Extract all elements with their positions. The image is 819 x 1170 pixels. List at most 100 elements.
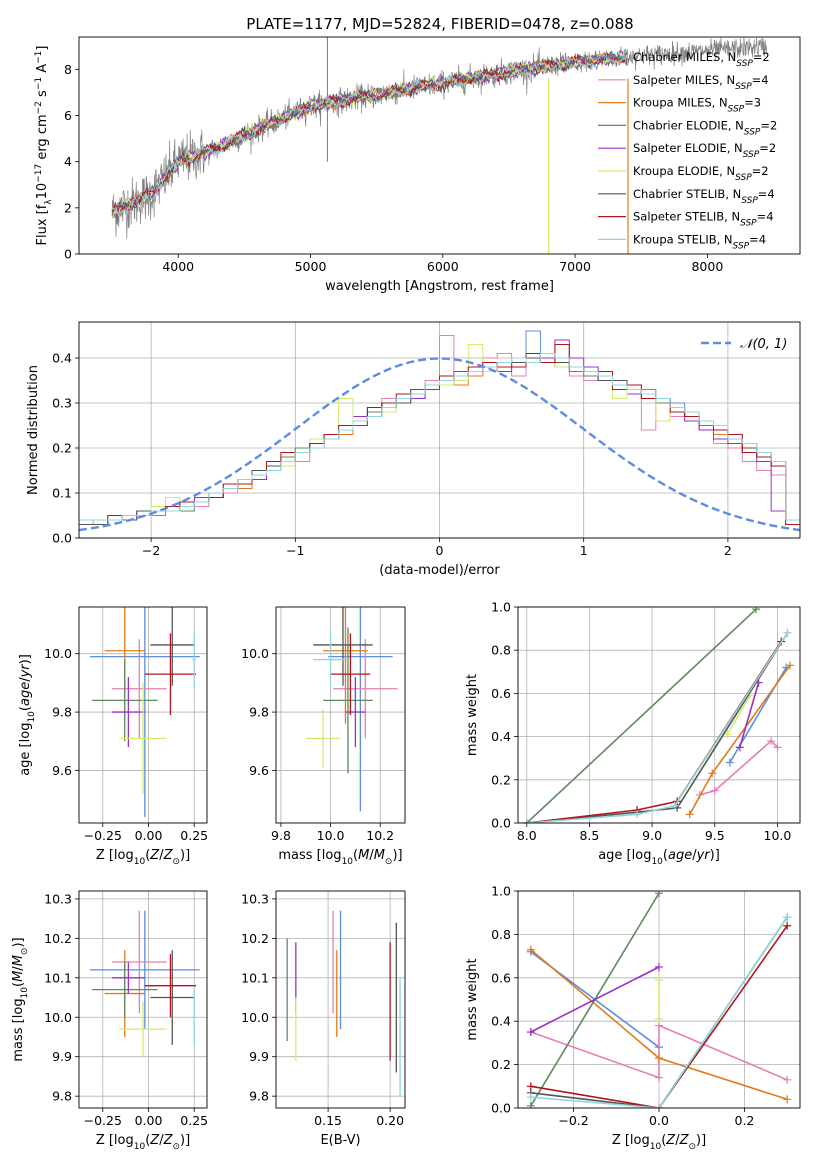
y-tick-label: 0.2 bbox=[491, 772, 511, 787]
y-tick-label: 4 bbox=[64, 154, 72, 169]
legend-label: 𝒩(0, 1) bbox=[740, 337, 787, 352]
y-tick-label: 10.0 bbox=[44, 1010, 72, 1025]
y-tick-label: 9.6 bbox=[249, 763, 269, 778]
y-tick-label: 10.1 bbox=[44, 970, 72, 985]
y-axis-label: Normed distribution bbox=[26, 365, 41, 495]
y-tick-label: 10.3 bbox=[44, 891, 72, 906]
y-tick-label: 9.9 bbox=[249, 1049, 269, 1064]
errorbar-salpeter-elodie bbox=[111, 962, 145, 994]
y-tick-label: 0.1 bbox=[52, 486, 72, 501]
y-tick-label: 0.0 bbox=[52, 531, 72, 546]
axes-frame bbox=[78, 36, 801, 255]
y-tick-label: 0.4 bbox=[491, 1014, 511, 1029]
x-tick-label: −2 bbox=[142, 543, 160, 558]
y-tick-label: 9.6 bbox=[52, 763, 72, 778]
series-marker bbox=[708, 769, 717, 778]
errorbar-kroupa-stelib bbox=[192, 989, 197, 1045]
panel-spectrum: 4000 5000 6000 7000 8000 0 2 4 6 8 wavelength [Ang… bbox=[34, 36, 801, 294]
errorbar-chabrier-elodie bbox=[323, 627, 373, 774]
errorbar-salpeter-elodie bbox=[345, 677, 366, 748]
panel-age-vs-mass: 9.8 10.0 10.2 9.6 9.8 10.0 mass [log10(M/M⊙)] bbox=[241, 606, 406, 867]
y-axis-label: mass weight bbox=[465, 674, 480, 756]
axes-frame bbox=[78, 606, 208, 824]
legend-label: Chabrier MILES, NSSP=2 bbox=[633, 50, 770, 69]
series-line bbox=[699, 739, 778, 796]
legend-label: Salpeter STELIB, NSSP=4 bbox=[633, 210, 774, 229]
x-axis-label: mass [log10(M/M⊙)] bbox=[278, 848, 402, 867]
errorbar-salpeter-elodie bbox=[111, 677, 145, 748]
series-marker bbox=[783, 913, 792, 922]
x-tick-label: −0.25 bbox=[84, 828, 122, 843]
legend-label: Salpeter MILES, NSSP=4 bbox=[633, 73, 769, 92]
x-tick-label: 0.2 bbox=[735, 1113, 755, 1128]
x-tick-label: −0.25 bbox=[84, 1113, 122, 1128]
x-axis-label: wavelength [Angstrom, rest frame] bbox=[325, 279, 554, 294]
x-tick-label: 7000 bbox=[559, 259, 591, 274]
x-tick-label: 8.0 bbox=[517, 828, 537, 843]
y-tick-label: 0.3 bbox=[52, 396, 72, 411]
series-kroupa-elodie bbox=[655, 975, 663, 1024]
errorbar-salpeter-stelib bbox=[144, 633, 197, 715]
errorbar-chabrier-elodie bbox=[91, 962, 158, 1018]
panel-mass-vs-z: −0.25 0.00 0.25 9.8 9.9 10.0 10.1 10.2 10.3 Z [lo… bbox=[11, 890, 208, 1152]
x-tick-label: 4000 bbox=[162, 259, 194, 274]
legend-label: Kroupa ELODIE, NSSP=2 bbox=[633, 164, 769, 183]
series-line bbox=[530, 966, 660, 1033]
y-tick-label: 10.2 bbox=[44, 931, 72, 946]
x-axis-label: Z [log10(Z/Z⊙)] bbox=[612, 1133, 706, 1152]
y-tick-label: 0.0 bbox=[491, 816, 511, 831]
x-tick-label: −0.2 bbox=[558, 1113, 588, 1128]
axes-frame bbox=[517, 890, 801, 1109]
y-tick-label: 9.8 bbox=[52, 1089, 72, 1104]
series-line bbox=[530, 916, 788, 1108]
series-marker bbox=[655, 891, 663, 898]
y-tick-label: 9.8 bbox=[249, 1089, 269, 1104]
x-tick-label: 9.0 bbox=[642, 828, 662, 843]
y-tick-label: 0.8 bbox=[491, 643, 511, 658]
y-axis-label: mass [log10(M/M⊙)] bbox=[11, 937, 30, 1061]
gaussian-curve bbox=[79, 357, 800, 532]
series-marker bbox=[725, 758, 734, 767]
series-marker bbox=[655, 1073, 663, 1082]
y-tick-label: 0.4 bbox=[491, 729, 511, 744]
series-marker bbox=[783, 1095, 792, 1104]
errorbar-kroupa-stelib bbox=[192, 630, 197, 689]
x-tick-label: 10.2 bbox=[366, 828, 394, 843]
series-marker bbox=[783, 1075, 792, 1084]
spectrum-legend: Chabrier MILES, NSSP=2 Salpeter MILES, NS… bbox=[598, 50, 777, 251]
x-tick-label: 9.5 bbox=[705, 828, 725, 843]
y-tick-label: 9.8 bbox=[52, 705, 72, 720]
series-marker bbox=[670, 801, 679, 810]
panel-massweight-vs-z: −0.2 0.0 0.2 0.0 0.2 0.4 0.6 0.8 1.0 Z [log10(Z/Z… bbox=[465, 884, 801, 1152]
series-line bbox=[739, 682, 760, 748]
y-tick-label: 0.6 bbox=[491, 686, 511, 701]
series-kroupa-miles bbox=[685, 661, 794, 819]
errorbar-salpeter-stelib bbox=[144, 954, 197, 1018]
errorbar-chabrier-stelib bbox=[313, 607, 373, 686]
legend-label: Kroupa MILES, NSSP=3 bbox=[633, 96, 761, 115]
x-tick-label: 0.20 bbox=[376, 1113, 404, 1128]
series-line bbox=[526, 608, 757, 823]
x-tick-label: 0.00 bbox=[135, 828, 163, 843]
errorbar-kroupa-elodie bbox=[119, 1001, 167, 1057]
series-marker bbox=[783, 921, 792, 930]
x-tick-label: 0.25 bbox=[180, 828, 208, 843]
x-tick-label: 0.25 bbox=[180, 1113, 208, 1128]
y-tick-label: 0.2 bbox=[52, 441, 72, 456]
series-marker bbox=[773, 743, 782, 752]
series-kroupa-miles bbox=[526, 945, 792, 1104]
y-tick-label: 1.0 bbox=[491, 600, 511, 615]
series-marker bbox=[655, 962, 663, 971]
legend-label: Chabrier ELODIE, NSSP=2 bbox=[633, 118, 777, 137]
legend-label: Kroupa STELIB, NSSP=4 bbox=[633, 232, 766, 251]
panel-massweight-vs-age: 8.0 8.5 9.0 9.5 10.0 0.0 0.2 0.4 0.6 0.8 1.0 age [l… bbox=[465, 600, 801, 867]
series-marker bbox=[767, 736, 776, 745]
x-tick-label: 0.00 bbox=[135, 1113, 163, 1128]
x-axis-label: Z [log10(Z/Z⊙)] bbox=[96, 848, 190, 867]
y-tick-label: 10.0 bbox=[241, 1010, 269, 1025]
x-axis-label: Z [log10(Z/Z⊙)] bbox=[96, 1133, 190, 1152]
series-marker bbox=[735, 743, 744, 752]
x-tick-label: 5000 bbox=[295, 259, 327, 274]
x-axis-label: (data-model)/error bbox=[379, 563, 500, 578]
series-marker bbox=[685, 810, 694, 819]
